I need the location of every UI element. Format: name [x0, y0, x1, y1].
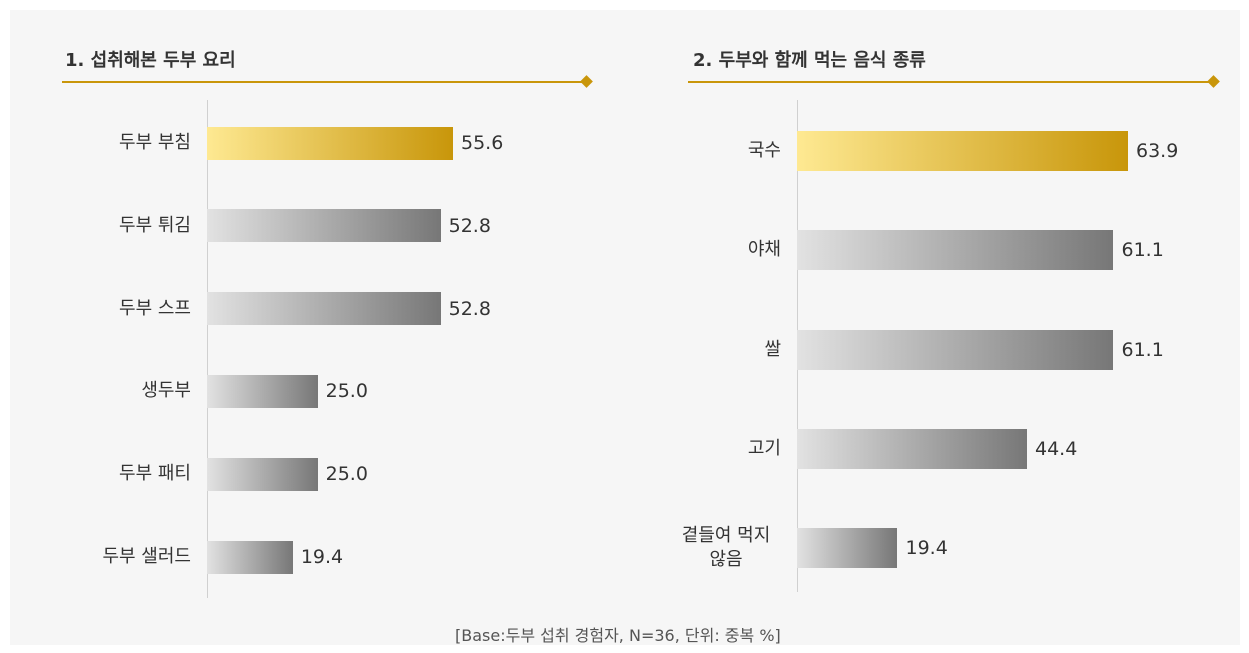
value-label: 52.8 [448, 214, 491, 237]
value-label: 61.1 [1121, 239, 1164, 262]
chart-title: 1. 섭취해본 두부 요리 [65, 50, 236, 71]
bar [797, 131, 1128, 171]
value-label: 63.9 [1136, 140, 1179, 162]
category-label: 야채 [747, 239, 781, 261]
category-label: 생두부 [141, 380, 191, 402]
category-label: 곁들여 먹지 않음 [681, 525, 771, 571]
bar [797, 528, 898, 569]
bar [207, 209, 441, 243]
title-rule [62, 81, 586, 83]
value-label: 52.8 [448, 297, 491, 320]
value-label: 19.4 [300, 546, 344, 568]
category-label: 두부 샐러드 [102, 546, 191, 567]
category-label: 고기 [747, 437, 781, 459]
bar [207, 540, 293, 574]
bar [797, 329, 1114, 370]
value-label: 44.4 [1034, 437, 1078, 460]
value-label: 25.0 [325, 463, 368, 486]
value-label: 61.1 [1121, 338, 1164, 361]
bar [797, 428, 1027, 469]
bar [207, 126, 453, 160]
category-label: 쌀 [764, 338, 781, 360]
category-label: 두부 스프 [119, 297, 191, 319]
bar [207, 374, 318, 408]
bar [797, 230, 1114, 271]
bar [207, 457, 318, 491]
value-label: 55.6 [461, 132, 504, 154]
footnote: [Base:두부 섭취 경험자, N=36, 단위: 중복 %] [455, 626, 781, 645]
value-label: 19.4 [905, 537, 948, 560]
category-label: 두부 튀김 [119, 214, 191, 236]
chart-title: 2. 두부와 함께 먹는 음식 종류 [693, 50, 926, 71]
axis-line [207, 100, 208, 598]
category-label: 국수 [747, 140, 781, 161]
bar [207, 292, 441, 326]
category-label: 두부 패티 [119, 463, 191, 485]
value-label: 25.0 [325, 380, 368, 403]
category-label: 두부 부침 [119, 132, 191, 153]
panel [10, 10, 1240, 645]
title-rule [688, 81, 1213, 83]
